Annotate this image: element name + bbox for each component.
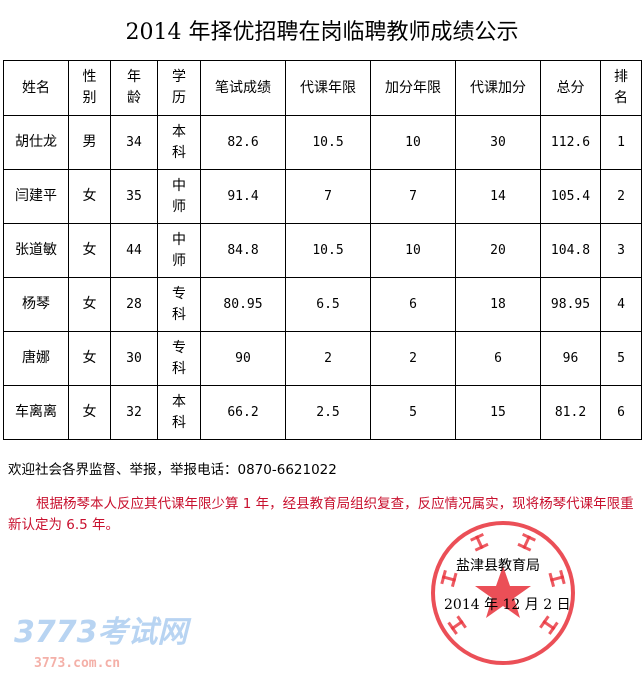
report-hotline: 欢迎社会各界监督、举报，举报电话：0870-6621022 xyxy=(8,462,337,478)
seal-character-mark xyxy=(517,532,536,552)
table-cell: 84.8 xyxy=(200,223,286,278)
table-cell: 105.4 xyxy=(540,169,601,224)
table-cell: 唐娜 xyxy=(3,331,69,386)
table-cell: 6 xyxy=(455,331,541,386)
table-cell: 3 xyxy=(600,223,642,278)
seal-ring xyxy=(431,521,575,665)
table-cell: 中师 xyxy=(157,169,201,224)
column-header: 排名 xyxy=(600,60,642,116)
table-cell: 82.6 xyxy=(200,115,286,170)
seal-character-mark xyxy=(470,532,489,552)
table-row: 闫建平女 35 中师 91.4 7 7 14 105.4 2 xyxy=(3,169,642,224)
table-cell: 5 xyxy=(370,385,456,440)
correction-notice: 根据杨琴本人反应其代课年限少算 1 年，经县教育局组织复查，反应情况属实，现将杨… xyxy=(8,496,634,533)
table-cell: 女 xyxy=(68,331,111,386)
table-cell: 女 xyxy=(68,385,111,440)
column-header: 年龄 xyxy=(110,60,158,116)
seal-character-mark xyxy=(539,615,559,635)
table-cell: 7 xyxy=(285,169,371,224)
issue-date: 2014 年 12 月 2 日 xyxy=(444,597,571,613)
table-row: 张道敏女 44 中师 84.8 10.5 10 20 104.8 3 xyxy=(3,223,642,278)
seal-star-icon xyxy=(475,566,531,618)
table-cell: 7 xyxy=(370,169,456,224)
header-row: 姓名 性别 年龄 学历 笔试成绩 代课年限 加分年限 代课加分 总分 排名 xyxy=(3,60,642,116)
table-cell: 10 xyxy=(370,223,456,278)
table-cell: 6 xyxy=(600,385,642,440)
table-cell: 女 xyxy=(68,223,111,278)
table-cell: 2.5 xyxy=(285,385,371,440)
table-cell: 81.2 xyxy=(540,385,601,440)
column-header: 性别 xyxy=(68,60,111,116)
table-cell: 2 xyxy=(370,331,456,386)
table-cell: 91.4 xyxy=(200,169,286,224)
column-header: 代课年限 xyxy=(285,60,371,116)
column-header: 代课加分 xyxy=(455,60,541,116)
table-cell: 30 xyxy=(455,115,541,170)
table-cell: 98.95 xyxy=(540,277,601,332)
score-table: 姓名 性别 年龄 学历 笔试成绩 代课年限 加分年限 代课加分 总分 排名 胡仕龙男 34 本科 82.6… xyxy=(3,60,642,440)
table-cell: 10.5 xyxy=(285,115,371,170)
page-title: 2014 年择优招聘在岗临聘教师成绩公示 xyxy=(125,20,519,45)
table-cell: 闫建平 xyxy=(3,169,69,224)
column-header: 笔试成绩 xyxy=(200,60,286,116)
table-cell: 104.8 xyxy=(540,223,601,278)
column-header: 总分 xyxy=(540,60,601,116)
table-cell: 2 xyxy=(600,169,642,224)
seal-character-mark xyxy=(440,569,458,588)
table-cell: 10.5 xyxy=(285,223,371,278)
table-cell: 4 xyxy=(600,277,642,332)
table-cell: 90 xyxy=(200,331,286,386)
table-cell: 6 xyxy=(370,277,456,332)
table-cell: 30 xyxy=(110,331,158,386)
table-cell: 胡仕龙 xyxy=(3,115,69,170)
table-cell: 车离离 xyxy=(3,385,69,440)
table-cell: 本科 xyxy=(157,115,201,170)
table-row: 车离离女 32 本科 66.2 2.5 5 15 81.2 6 xyxy=(3,385,642,440)
column-header: 学历 xyxy=(157,60,201,116)
seal-lettering xyxy=(440,532,566,635)
table-cell: 15 xyxy=(455,385,541,440)
table-cell: 96 xyxy=(540,331,601,386)
table-cell: 1 xyxy=(600,115,642,170)
table-cell: 张道敏 xyxy=(3,223,69,278)
watermark-logo: 3773考试网 xyxy=(14,615,188,650)
column-header: 加分年限 xyxy=(370,60,456,116)
table-cell: 专科 xyxy=(157,331,201,386)
table-cell: 66.2 xyxy=(200,385,286,440)
table-cell: 18 xyxy=(455,277,541,332)
watermark-url: 3773.com.cn xyxy=(34,656,121,671)
table-cell: 32 xyxy=(110,385,158,440)
table-cell: 80.95 xyxy=(200,277,286,332)
table-cell: 本科 xyxy=(157,385,201,440)
table-cell: 女 xyxy=(68,277,111,332)
table-cell: 44 xyxy=(110,223,158,278)
table-row: 唐娜女 30 专科 90 2 2 6 96 5 xyxy=(3,331,642,386)
table-cell: 34 xyxy=(110,115,158,170)
table-row: 胡仕龙男 34 本科 82.6 10.5 10 30 112.6 1 xyxy=(3,115,642,170)
issuing-organization: 盐津县教育局 xyxy=(456,558,540,574)
table-cell: 女 xyxy=(68,169,111,224)
seal-character-mark xyxy=(548,569,566,588)
table-cell: 中师 xyxy=(157,223,201,278)
table-cell: 20 xyxy=(455,223,541,278)
table-cell: 14 xyxy=(455,169,541,224)
table-cell: 35 xyxy=(110,169,158,224)
table-cell: 10 xyxy=(370,115,456,170)
table-cell: 5 xyxy=(600,331,642,386)
table-cell: 112.6 xyxy=(540,115,601,170)
table-cell: 杨琴 xyxy=(3,277,69,332)
seal-character-mark xyxy=(447,615,467,635)
table-cell: 男 xyxy=(68,115,111,170)
table-cell: 6.5 xyxy=(285,277,371,332)
official-seal xyxy=(431,521,575,665)
table-row: 杨琴女 28 专科 80.95 6.5 6 18 98.95 4 xyxy=(3,277,642,332)
table-cell: 2 xyxy=(285,331,371,386)
table-cell: 28 xyxy=(110,277,158,332)
column-header: 姓名 xyxy=(3,60,69,116)
table-cell: 专科 xyxy=(157,277,201,332)
